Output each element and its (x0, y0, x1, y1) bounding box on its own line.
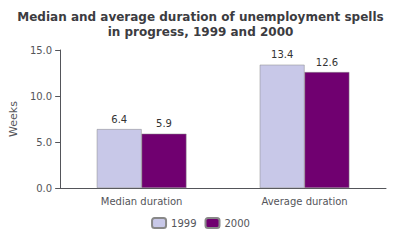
svg-text:0.0: 0.0 (36, 183, 52, 194)
svg-text:1999: 1999 (171, 218, 196, 229)
svg-text:in progress, 1999 and 2000: in progress, 1999 and 2000 (108, 25, 294, 39)
svg-text:2000: 2000 (225, 218, 250, 229)
svg-text:6.4: 6.4 (111, 114, 127, 125)
svg-text:5.0: 5.0 (36, 137, 52, 148)
svg-text:13.4: 13.4 (271, 49, 293, 60)
svg-text:12.6: 12.6 (316, 57, 338, 68)
svg-text:Median duration: Median duration (101, 196, 183, 207)
svg-text:Median and average duration of: Median and average duration of unemploym… (17, 10, 383, 24)
svg-text:5.9: 5.9 (156, 118, 172, 129)
svg-text:15.0: 15.0 (30, 45, 52, 56)
svg-text:10.0: 10.0 (30, 91, 52, 102)
svg-text:Average duration: Average duration (261, 196, 347, 207)
svg-text:Weeks: Weeks (7, 101, 20, 137)
